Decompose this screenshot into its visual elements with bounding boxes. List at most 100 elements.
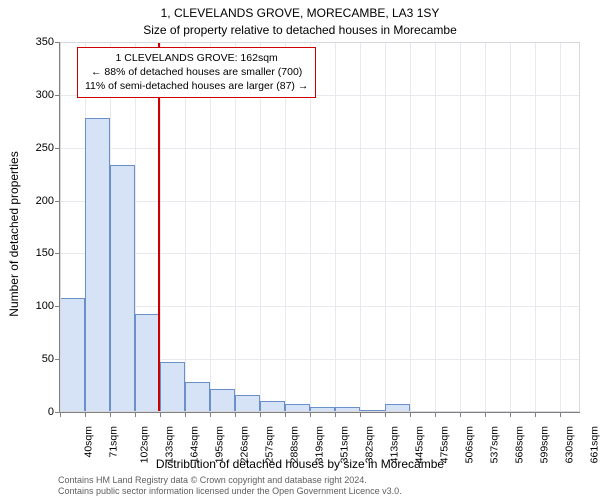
gridline-v: [410, 42, 411, 412]
xtick-mark: [285, 412, 286, 417]
gridline-v: [360, 42, 361, 412]
xtick-mark: [110, 412, 111, 417]
gridline-v: [335, 42, 336, 412]
xtick-label: 288sqm: [288, 426, 300, 463]
gridline-v: [385, 42, 386, 412]
histogram-bar: [260, 401, 285, 412]
x-axis-line: [60, 412, 580, 413]
xtick-label: 195sqm: [213, 426, 225, 463]
gridline-v: [510, 42, 511, 412]
histogram-bar: [110, 165, 135, 412]
xtick-label: 475sqm: [438, 426, 450, 463]
gridline-v: [535, 42, 536, 412]
gridline-h: [60, 148, 580, 149]
xtick-label: 71sqm: [108, 426, 120, 458]
histogram-bar: [310, 407, 335, 412]
histogram-bar: [360, 410, 385, 412]
histogram-bar: [85, 118, 110, 412]
xtick-mark: [160, 412, 161, 417]
histogram-bar: [410, 411, 435, 412]
ytick-label: 50: [14, 353, 54, 365]
xtick-label: 102sqm: [138, 426, 150, 463]
xtick-mark: [410, 412, 411, 417]
xtick-mark: [185, 412, 186, 417]
xtick-mark: [485, 412, 486, 417]
xtick-mark: [385, 412, 386, 417]
xtick-label: 351sqm: [338, 426, 350, 463]
ytick-mark: [55, 201, 60, 202]
xtick-label: 133sqm: [163, 426, 175, 463]
xtick-label: 568sqm: [513, 426, 525, 463]
histogram-bar: [185, 382, 210, 412]
xtick-mark: [510, 412, 511, 417]
xtick-mark: [135, 412, 136, 417]
ytick-mark: [55, 42, 60, 43]
xtick-mark: [360, 412, 361, 417]
xtick-mark: [85, 412, 86, 417]
footer-line-2: Contains public sector information licen…: [58, 486, 402, 497]
gridline-h: [60, 42, 580, 43]
annotation-box: 1 CLEVELANDS GROVE: 162sqm ← 88% of deta…: [77, 47, 316, 98]
gridline-v: [435, 42, 436, 412]
annotation-line-1: 1 CLEVELANDS GROVE: 162sqm: [85, 51, 308, 65]
xtick-label: 506sqm: [463, 426, 475, 463]
xtick-label: 40sqm: [83, 426, 95, 458]
xtick-mark: [335, 412, 336, 417]
xtick-mark: [60, 412, 61, 417]
xtick-mark: [235, 412, 236, 417]
xtick-label: 630sqm: [563, 426, 575, 463]
footer-attribution: Contains HM Land Registry data © Crown c…: [58, 475, 402, 497]
xtick-label: 164sqm: [188, 426, 200, 463]
xtick-label: 537sqm: [488, 426, 500, 463]
ytick-label: 350: [14, 36, 54, 48]
gridline-h: [60, 201, 580, 202]
xtick-mark: [310, 412, 311, 417]
histogram-bar: [285, 404, 310, 412]
histogram-bar: [235, 395, 260, 412]
ytick-label: 100: [14, 300, 54, 312]
gridline-h: [60, 253, 580, 254]
annotation-line-2: ← 88% of detached houses are smaller (70…: [85, 65, 308, 79]
gridline-v: [460, 42, 461, 412]
xtick-label: 413sqm: [388, 426, 400, 463]
xtick-label: 319sqm: [313, 426, 325, 463]
histogram-bar: [60, 298, 85, 412]
ytick-label: 250: [14, 142, 54, 154]
xtick-mark: [460, 412, 461, 417]
xtick-label: 257sqm: [263, 426, 275, 463]
xtick-label: 661sqm: [588, 426, 600, 463]
chart-title-sub: Size of property relative to detached ho…: [0, 23, 600, 37]
histogram-bar: [210, 389, 235, 412]
footer-line-1: Contains HM Land Registry data © Crown c…: [58, 475, 402, 486]
ytick-label: 0: [14, 406, 54, 418]
y-axis-label: Number of detached properties: [7, 151, 21, 316]
histogram-bar: [135, 314, 160, 412]
annotation-line-3: 11% of semi-detached houses are larger (…: [85, 79, 308, 93]
chart-title-main: 1, CLEVELANDS GROVE, MORECAMBE, LA3 1SY: [0, 6, 600, 20]
histogram-bar: [510, 411, 535, 412]
ytick-label: 150: [14, 247, 54, 259]
ytick-mark: [55, 95, 60, 96]
xtick-mark: [560, 412, 561, 417]
histogram-bar: [160, 362, 185, 412]
gridline-h: [60, 306, 580, 307]
xtick-mark: [260, 412, 261, 417]
histogram-bar: [460, 411, 485, 412]
ytick-label: 200: [14, 195, 54, 207]
ytick-label: 300: [14, 89, 54, 101]
histogram-bar: [335, 407, 360, 412]
gridline-v: [560, 42, 561, 412]
xtick-label: 599sqm: [538, 426, 550, 463]
xtick-label: 226sqm: [238, 426, 250, 463]
xtick-mark: [435, 412, 436, 417]
histogram-bar: [535, 411, 560, 412]
ytick-mark: [55, 253, 60, 254]
histogram-bar: [385, 404, 410, 412]
xtick-label: 382sqm: [363, 426, 375, 463]
xtick-label: 445sqm: [413, 426, 425, 463]
xtick-mark: [210, 412, 211, 417]
ytick-mark: [55, 148, 60, 149]
xtick-mark: [535, 412, 536, 417]
gridline-v: [485, 42, 486, 412]
chart-container: 1, CLEVELANDS GROVE, MORECAMBE, LA3 1SY …: [0, 0, 600, 500]
